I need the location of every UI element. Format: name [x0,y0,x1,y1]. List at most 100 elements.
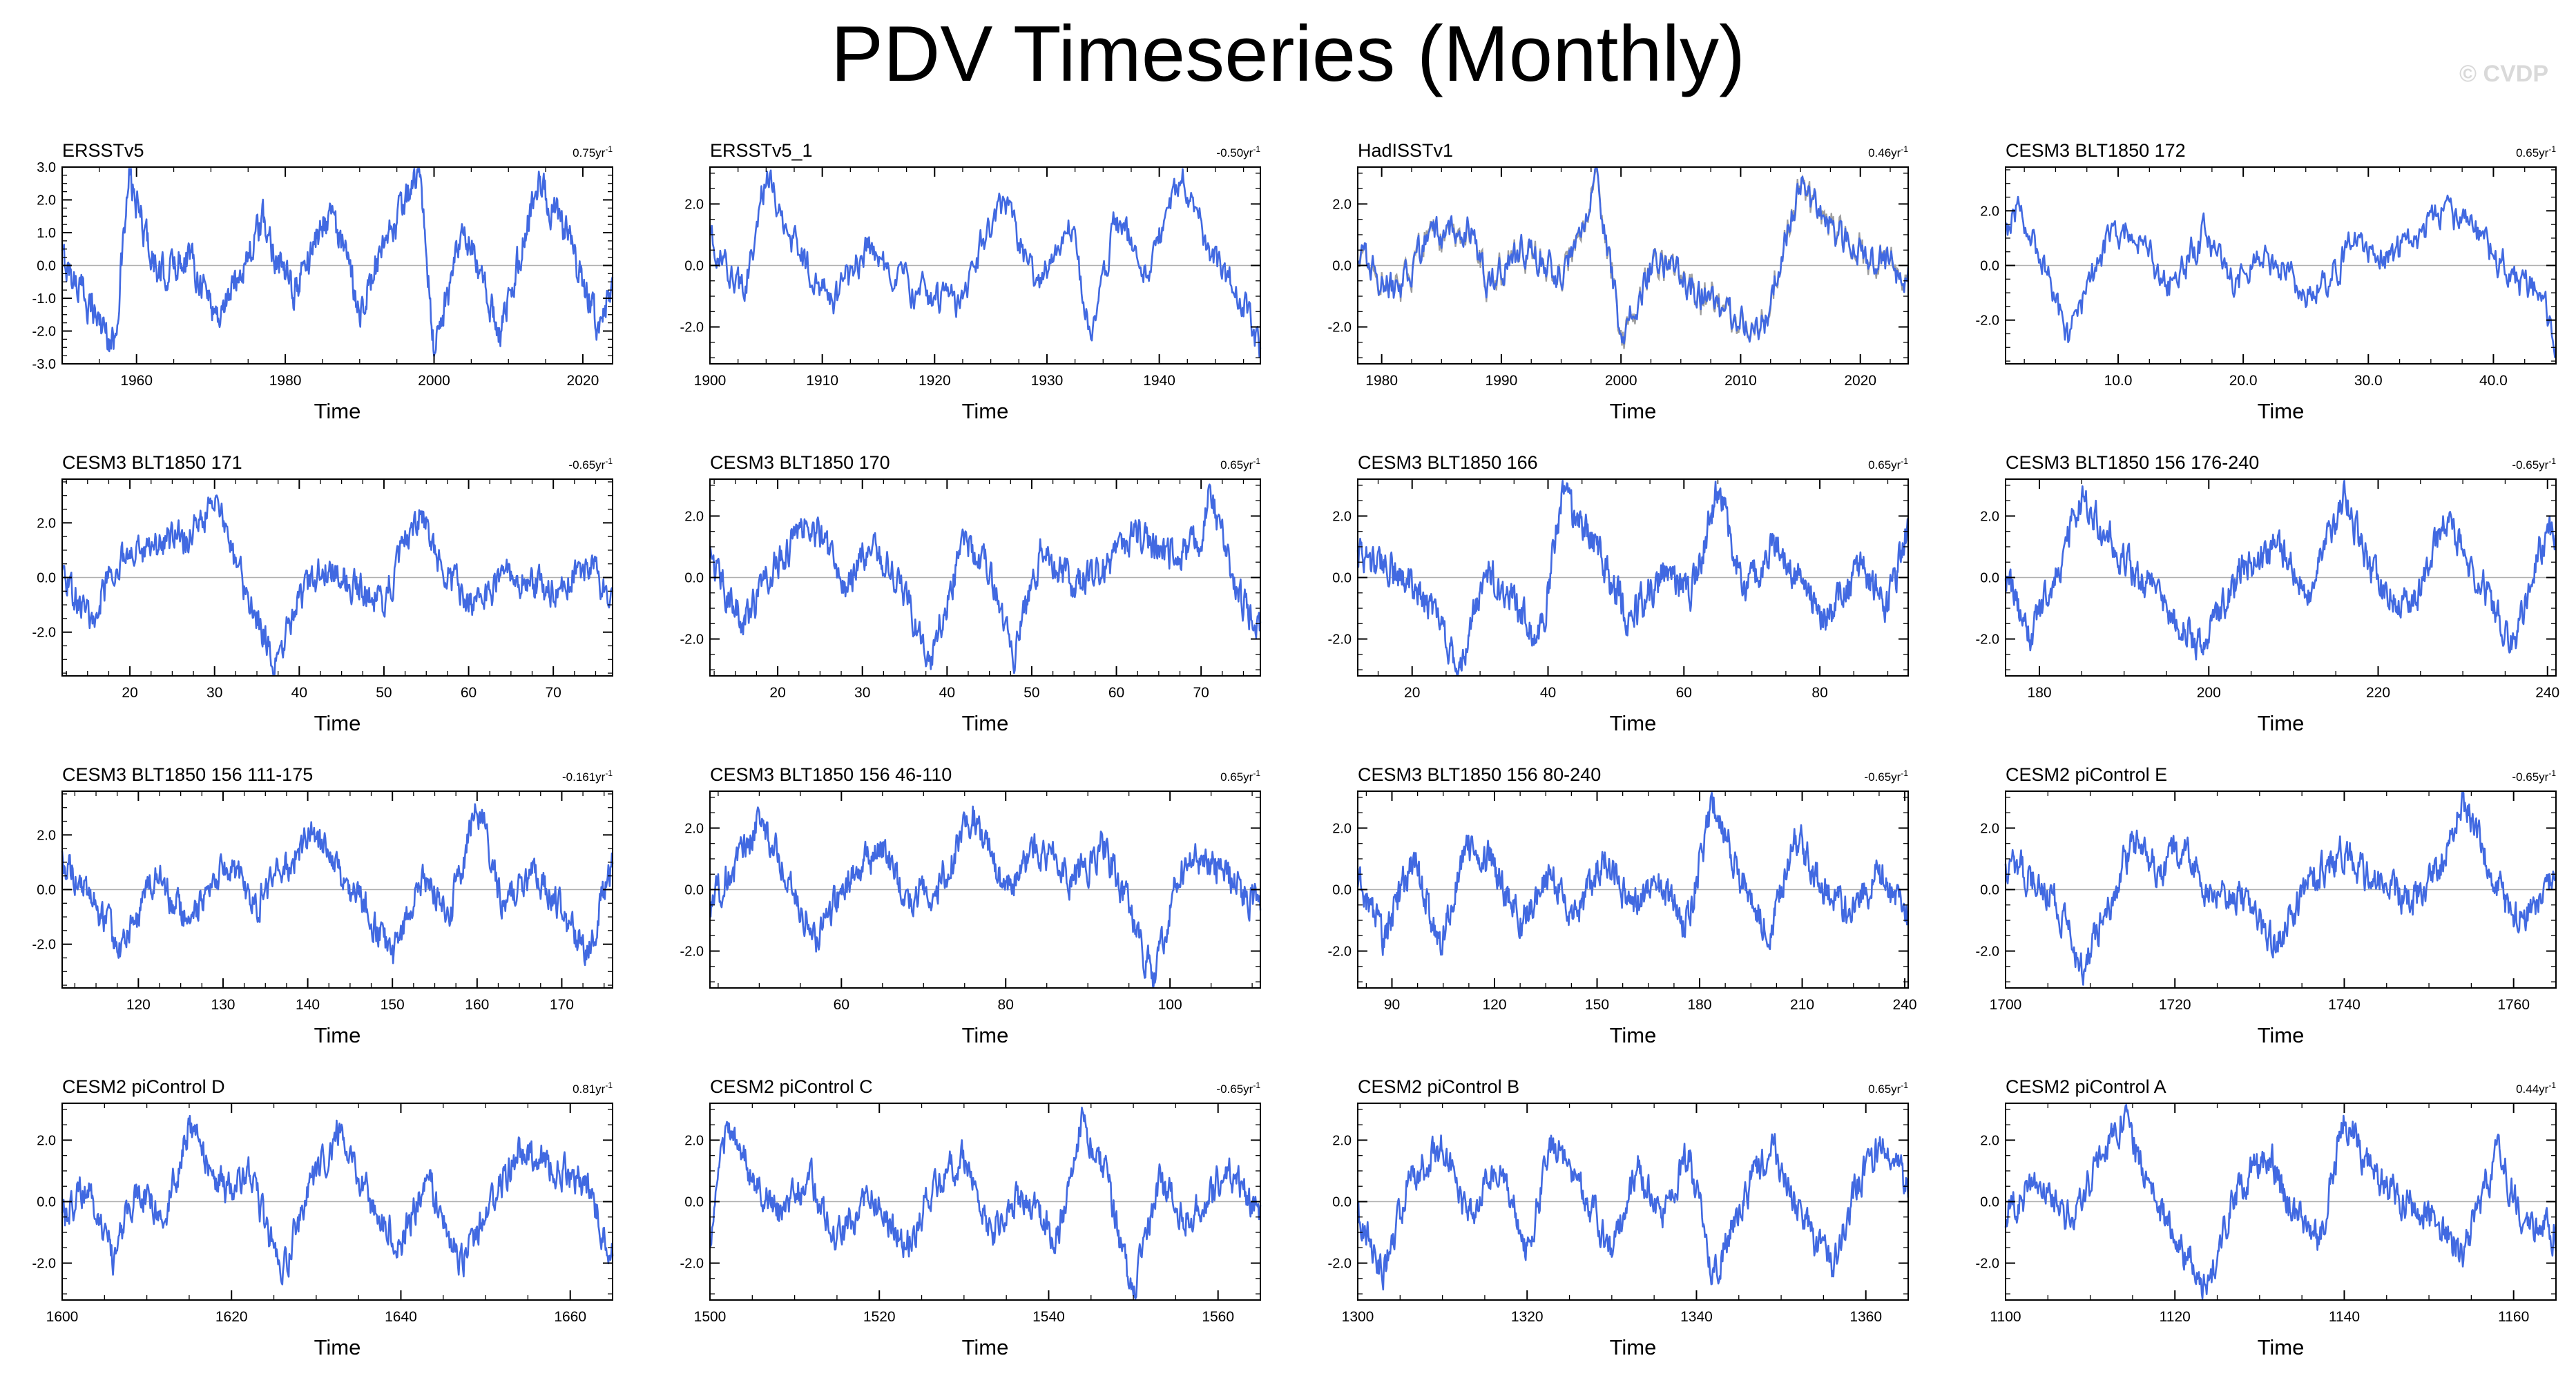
y-tick-label: 2.0 [684,821,704,836]
x-tick-label: 30 [206,685,222,701]
x-tick-label: 1940 [1143,373,1175,389]
y-tick-label: -2.0 [680,944,704,960]
x-tick-label: 1760 [2497,997,2530,1013]
y-tick-label: -2.0 [680,320,704,336]
chart-panel-8: CESM3 BLT1850 156 176-240 -0.65yr-1 180 200… [1976,452,2560,735]
y-tick-label: 0.0 [1980,1195,1999,1210]
x-tick-label: 1990 [1486,373,1518,389]
series-line [61,168,614,358]
x-tick-label: 20.0 [2229,373,2258,389]
panel-title: CESM3 BLT1850 156 111-175 [62,764,313,785]
panel-trend-annotation: 0.81yr-1 [573,1080,613,1096]
panel-title: ERSSTv5 [62,140,144,161]
panel-title: ERSSTv5_1 [710,140,813,161]
x-tick-label: 60 [1108,685,1124,701]
panel-title: CESM2 piControl A [2006,1076,2166,1097]
series-line [709,168,1262,358]
x-tick-label: 1910 [806,373,838,389]
x-tick-label: 1960 [120,373,153,389]
y-tick-label: 0.0 [684,571,704,586]
y-tick-label: 0.0 [1980,571,1999,586]
panel-title: CESM2 piControl E [2006,764,2167,785]
x-tick-label: 1700 [1990,997,2022,1013]
panel-title: CESM3 BLT1850 171 [62,452,242,473]
y-tick-label: 0.0 [684,1195,704,1210]
x-axis-label: Time [314,399,361,423]
y-tick-label: 0.0 [37,1195,56,1210]
chart-panel-9: CESM3 BLT1850 156 111-175 -0.161yr-1 120 13… [32,764,614,1047]
panel-trend-annotation: 0.75yr-1 [573,144,613,159]
x-axis-label: Time [2258,711,2305,735]
y-tick-label: 2.0 [37,1133,56,1148]
x-tick-label: 1540 [1032,1309,1065,1325]
panel-title: CESM3 BLT1850 172 [2006,140,2186,161]
panel-trend-annotation: 0.65yr-1 [1220,768,1260,784]
x-axis-label: Time [1610,711,1657,735]
x-tick-label: 180 [1688,997,1712,1013]
series-line [2004,791,2557,986]
series-line [709,1106,1262,1300]
y-tick-label: 0.0 [37,571,56,586]
x-tick-label: 40 [939,685,955,701]
x-axis-label: Time [2258,399,2305,423]
x-tick-label: 1160 [2498,1309,2529,1325]
chart-panel-15: CESM2 piControl B 0.65yr-1 1300 1320 1340 136… [1328,1076,1910,1359]
y-tick-label: 0.0 [1332,883,1352,898]
x-axis-label: Time [962,1335,1009,1359]
x-tick-label: 100 [1158,997,1182,1013]
panel-trend-annotation: -0.65yr-1 [1216,1080,1260,1096]
y-tick-label: 2.0 [37,516,56,531]
x-tick-label: 150 [381,997,405,1013]
x-tick-label: 2000 [418,373,450,389]
panel-title: CESM2 piControl D [62,1076,225,1097]
y-tick-label: 2.0 [37,828,56,843]
x-tick-label: 50 [1023,685,1039,701]
x-axis-label: Time [314,1335,361,1359]
chart-panel-10: CESM3 BLT1850 156 46-110 0.65yr-1 60 80 100 -… [680,764,1262,1047]
series-line [1356,791,1910,956]
x-tick-label: 30.0 [2354,373,2383,389]
x-tick-label: 1320 [1511,1309,1544,1325]
y-tick-label: -2.0 [1976,632,1999,648]
x-tick-label: 80 [998,997,1014,1013]
x-tick-label: 40.0 [2479,373,2508,389]
y-tick-label: 2.0 [1332,821,1352,836]
y-tick-label: -2.0 [32,625,56,641]
y-tick-label: -2.0 [680,632,704,648]
x-tick-label: 1120 [2160,1309,2191,1325]
panel-trend-annotation: 0.46yr-1 [1868,144,1908,159]
panel-title: CESM3 BLT1850 170 [710,452,890,473]
y-tick-label: -2.0 [32,1257,56,1272]
x-tick-label: 1900 [694,373,727,389]
x-tick-label: 1620 [215,1309,248,1325]
chart-panel-1: ERSSTv5 0.75yr-1 1960 1980 2000 2020 -3.0 -2.0 -… [32,140,614,423]
y-tick-label: -1.0 [32,291,56,307]
y-tick-label: 0.0 [1980,259,1999,274]
panel-trend-annotation: 0.65yr-1 [1868,1080,1908,1096]
x-tick-label: 120 [1482,997,1506,1013]
chart-panel-11: CESM3 BLT1850 156 80-240 -0.65yr-1 90 120 15… [1328,764,1917,1047]
y-tick-label: -2.0 [1328,1257,1352,1272]
x-tick-label: 1340 [1680,1309,1713,1325]
x-axis-label: Time [2258,1335,2305,1359]
series-line [2004,1103,2557,1300]
y-tick-label: 2.0 [1980,821,1999,836]
y-tick-label: 0.0 [37,259,56,274]
y-tick-label: 2.0 [1980,1133,1999,1148]
x-tick-label: 1140 [2329,1309,2360,1325]
x-tick-label: 1520 [863,1309,896,1325]
x-tick-label: 180 [2028,685,2052,701]
panel-trend-annotation: -0.65yr-1 [2512,456,2556,472]
x-tick-label: 140 [296,997,320,1013]
x-axis-label: Time [1610,399,1657,423]
y-tick-label: -2.0 [1328,944,1352,960]
figure-title: PDV Timeseries (Monthly) [831,10,1745,98]
series-line [61,494,614,676]
x-tick-label: 1600 [46,1309,79,1325]
y-tick-label: -2.0 [680,1257,704,1272]
y-tick-label: 0.0 [684,259,704,274]
y-tick-label: 2.0 [684,197,704,212]
chart-panel-12: CESM2 piControl E -0.65yr-1 1700 1720 1740 17… [1976,764,2557,1047]
y-tick-label: 3.0 [37,160,56,175]
chart-panel-7: CESM3 BLT1850 166 0.65yr-1 20 40 60 80 -2.0 0.0… [1328,452,1909,735]
